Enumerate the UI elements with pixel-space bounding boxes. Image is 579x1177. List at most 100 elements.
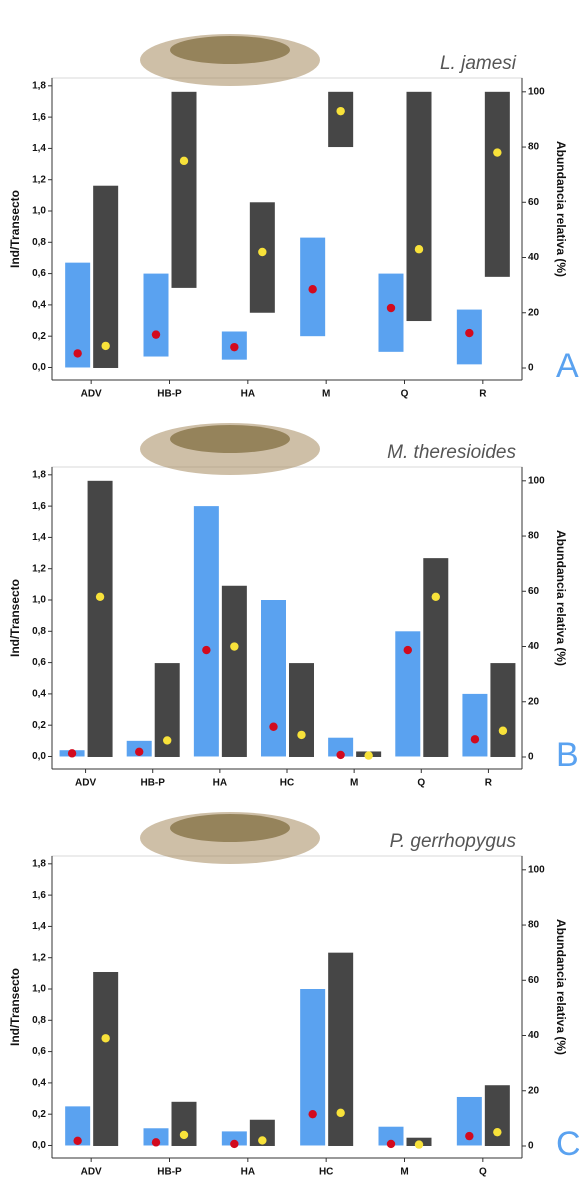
range-bar (172, 1102, 197, 1146)
mean-dot (308, 1110, 316, 1118)
y-axis-label: Ind/Transecto (8, 190, 22, 268)
mean-dot (180, 1131, 188, 1139)
y-tick-label: 0,4 (32, 689, 46, 700)
range-bar (194, 506, 219, 756)
x-tick-label: HA (241, 389, 255, 400)
range-bar (289, 663, 314, 757)
y2-tick-label: 60 (528, 975, 540, 986)
mean-dot (202, 646, 210, 654)
range-bar (93, 972, 118, 1146)
y-tick-label: 0,0 (32, 362, 46, 373)
range-bar (88, 481, 113, 757)
y-tick-label: 1,0 (32, 984, 46, 995)
x-tick-label: HB-P (157, 1167, 182, 1177)
mean-dot (336, 1109, 344, 1117)
chart-panel: P. gerrhopygusCInd/TransectoAbundancia r… (8, 812, 579, 1177)
y-tick-label: 1,8 (32, 858, 46, 869)
y-tick-label: 0,0 (32, 751, 46, 762)
x-tick-label: Q (401, 389, 409, 400)
mean-dot (465, 1132, 473, 1140)
y-tick-label: 1,0 (32, 595, 46, 606)
y2-tick-label: 20 (528, 1085, 540, 1096)
range-bar (407, 92, 432, 321)
y-tick-label: 1,4 (32, 921, 46, 932)
x-tick-label: Q (479, 1167, 487, 1177)
y-tick-label: 0,6 (32, 268, 46, 279)
y-tick-label: 1,8 (32, 80, 46, 91)
x-tick-label: HA (213, 778, 227, 789)
mean-dot (493, 1128, 501, 1136)
range-bar (462, 694, 487, 757)
x-tick-label: HB-P (140, 778, 165, 789)
range-bar (328, 92, 353, 147)
y2-tick-label: 40 (528, 641, 540, 652)
y-tick-label: 0,8 (32, 626, 46, 637)
mean-dot (230, 1140, 238, 1148)
x-tick-label: M (400, 1167, 408, 1177)
range-bar (300, 989, 325, 1145)
y-axis-label: Ind/Transecto (8, 579, 22, 657)
mean-dot (297, 731, 305, 739)
range-bar (222, 586, 247, 757)
y2-tick-label: 40 (528, 1030, 540, 1041)
y-tick-label: 1,6 (32, 890, 46, 901)
y-tick-label: 0,4 (32, 1078, 46, 1089)
plot-frame (52, 78, 522, 380)
mean-dot (230, 642, 238, 650)
mean-dot (415, 245, 423, 253)
y2-tick-label: 80 (528, 531, 540, 542)
range-bar (485, 1085, 510, 1146)
y2-tick-label: 20 (528, 696, 540, 707)
y-tick-label: 0,2 (32, 331, 46, 342)
lizard-image (170, 425, 290, 453)
mean-dot (135, 748, 143, 756)
x-tick-label: Q (417, 778, 425, 789)
y2-tick-label: 100 (528, 86, 545, 97)
mean-dot (180, 157, 188, 165)
mean-dot (230, 343, 238, 351)
mean-dot (152, 330, 160, 338)
mean-dot (68, 749, 76, 757)
x-tick-label: HB-P (157, 389, 182, 400)
x-tick-label: ADV (75, 778, 96, 789)
range-bar (379, 274, 404, 352)
y2-tick-label: 0 (528, 752, 534, 763)
y-tick-label: 1,2 (32, 174, 46, 185)
y-tick-label: 0,6 (32, 657, 46, 668)
mean-dot (465, 329, 473, 337)
y2-tick-label: 80 (528, 920, 540, 931)
mean-dot (258, 248, 266, 256)
mean-dot (387, 304, 395, 312)
x-tick-label: ADV (81, 389, 102, 400)
y-tick-label: 1,2 (32, 952, 46, 963)
x-tick-label: M (350, 778, 358, 789)
y2-tick-label: 0 (528, 363, 534, 374)
y-tick-label: 0,4 (32, 300, 46, 311)
y2-tick-label: 20 (528, 307, 540, 318)
mean-dot (101, 342, 109, 350)
x-tick-label: R (479, 389, 487, 400)
y2-tick-label: 40 (528, 252, 540, 263)
mean-dot (308, 285, 316, 293)
x-tick-label: ADV (81, 1167, 102, 1177)
y-tick-label: 1,6 (32, 501, 46, 512)
mean-dot (387, 1140, 395, 1148)
panel-label: B (556, 736, 579, 774)
x-tick-label: M (322, 389, 330, 400)
range-bar (490, 663, 515, 757)
panel-title: P. gerrhopygus (390, 831, 517, 852)
mean-dot (269, 723, 277, 731)
y-tick-label: 0,2 (32, 720, 46, 731)
range-bar (261, 600, 286, 756)
y-tick-label: 1,4 (32, 143, 46, 154)
mean-dot (73, 349, 81, 357)
y-tick-label: 0,6 (32, 1046, 46, 1057)
y-tick-label: 1,2 (32, 563, 46, 574)
mean-dot (432, 593, 440, 601)
y-tick-label: 1,6 (32, 112, 46, 123)
y-tick-label: 1,0 (32, 206, 46, 217)
panel-title: M. theresioides (387, 442, 516, 463)
range-bar (144, 274, 169, 357)
y-tick-label: 1,4 (32, 532, 46, 543)
